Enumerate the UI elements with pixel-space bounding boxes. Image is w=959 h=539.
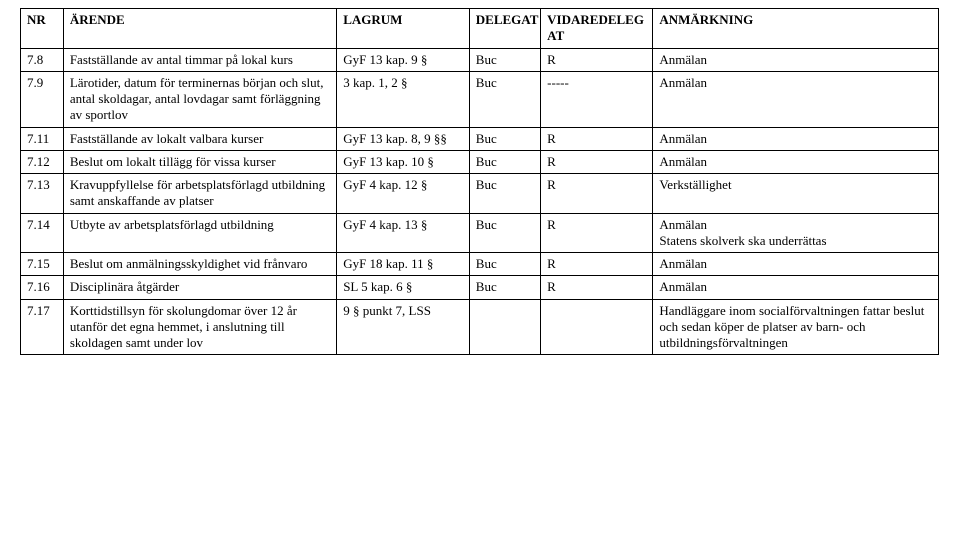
- cell-anm: Anmälan: [653, 48, 939, 71]
- cell-anm: Anmälan: [653, 127, 939, 150]
- delegation-table: NR ÄRENDE LAGRUM DELEGAT VIDAREDELEG AT …: [20, 8, 939, 355]
- cell-nr: 7.13: [21, 174, 64, 214]
- cell-vidare: R: [541, 276, 653, 299]
- cell-nr: 7.16: [21, 276, 64, 299]
- cell-anm: Anmälan: [653, 71, 939, 127]
- cell-delegat: Buc: [469, 71, 540, 127]
- col-header-lagrum: LAGRUM: [337, 9, 470, 49]
- cell-delegat: Buc: [469, 48, 540, 71]
- col-header-arende: ÄRENDE: [63, 9, 336, 49]
- cell-vidare: [541, 299, 653, 355]
- cell-delegat: Buc: [469, 213, 540, 253]
- cell-delegat: Buc: [469, 150, 540, 173]
- table-row: 7.14Utbyte av arbetsplatsförlagd utbildn…: [21, 213, 939, 253]
- cell-lagrum: SL 5 kap. 6 §: [337, 276, 470, 299]
- cell-delegat: Buc: [469, 174, 540, 214]
- cell-nr: 7.14: [21, 213, 64, 253]
- cell-lagrum: 9 § punkt 7, LSS: [337, 299, 470, 355]
- cell-arende: Korttidstillsyn för skolungdomar över 12…: [63, 299, 336, 355]
- cell-anm: Anmälan: [653, 276, 939, 299]
- cell-anm: Anmälan: [653, 150, 939, 173]
- table-row: 7.8Fastställande av antal timmar på loka…: [21, 48, 939, 71]
- table-body: 7.8Fastställande av antal timmar på loka…: [21, 48, 939, 355]
- cell-nr: 7.12: [21, 150, 64, 173]
- col-header-delegat: DELEGAT: [469, 9, 540, 49]
- cell-lagrum: GyF 13 kap. 10 §: [337, 150, 470, 173]
- cell-arende: Beslut om lokalt tillägg för vissa kurse…: [63, 150, 336, 173]
- cell-anm: Handläggare inom socialförvaltningen fat…: [653, 299, 939, 355]
- cell-vidare: R: [541, 213, 653, 253]
- cell-delegat: Buc: [469, 276, 540, 299]
- cell-vidare: R: [541, 127, 653, 150]
- table-row: 7.16Disciplinära åtgärderSL 5 kap. 6 §Bu…: [21, 276, 939, 299]
- cell-nr: 7.9: [21, 71, 64, 127]
- table-row: 7.12Beslut om lokalt tillägg för vissa k…: [21, 150, 939, 173]
- table-row: 7.13Kravuppfyllelse för arbetsplatsförla…: [21, 174, 939, 214]
- cell-arende: Disciplinära åtgärder: [63, 276, 336, 299]
- table-row: 7.17Korttidstillsyn för skolungdomar öve…: [21, 299, 939, 355]
- cell-vidare: -----: [541, 71, 653, 127]
- col-header-anm: ANMÄRKNING: [653, 9, 939, 49]
- cell-arende: Lärotider, datum för terminernas början …: [63, 71, 336, 127]
- cell-lagrum: GyF 13 kap. 9 §: [337, 48, 470, 71]
- table-header-row: NR ÄRENDE LAGRUM DELEGAT VIDAREDELEG AT …: [21, 9, 939, 49]
- cell-vidare: R: [541, 150, 653, 173]
- cell-delegat: Buc: [469, 127, 540, 150]
- cell-arende: Utbyte av arbetsplatsförlagd utbildning: [63, 213, 336, 253]
- cell-nr: 7.17: [21, 299, 64, 355]
- cell-nr: 7.11: [21, 127, 64, 150]
- cell-anm: AnmälanStatens skolverk ska underrättas: [653, 213, 939, 253]
- document-page: NR ÄRENDE LAGRUM DELEGAT VIDAREDELEG AT …: [0, 0, 959, 539]
- cell-vidare: R: [541, 174, 653, 214]
- cell-vidare: R: [541, 253, 653, 276]
- table-row: 7.15Beslut om anmälningsskyldighet vid f…: [21, 253, 939, 276]
- cell-anm: Verkställighet: [653, 174, 939, 214]
- table-row: 7.9Lärotider, datum för terminernas börj…: [21, 71, 939, 127]
- cell-lagrum: GyF 13 kap. 8, 9 §§: [337, 127, 470, 150]
- cell-vidare: R: [541, 48, 653, 71]
- cell-lagrum: 3 kap. 1, 2 §: [337, 71, 470, 127]
- cell-arende: Beslut om anmälningsskyldighet vid frånv…: [63, 253, 336, 276]
- cell-lagrum: GyF 4 kap. 13 §: [337, 213, 470, 253]
- cell-lagrum: GyF 4 kap. 12 §: [337, 174, 470, 214]
- cell-nr: 7.15: [21, 253, 64, 276]
- col-header-vidare: VIDAREDELEG AT: [541, 9, 653, 49]
- col-header-nr: NR: [21, 9, 64, 49]
- cell-lagrum: GyF 18 kap. 11 §: [337, 253, 470, 276]
- cell-delegat: Buc: [469, 253, 540, 276]
- cell-arende: Kravuppfyllelse för arbetsplatsförlagd u…: [63, 174, 336, 214]
- cell-anm: Anmälan: [653, 253, 939, 276]
- cell-nr: 7.8: [21, 48, 64, 71]
- cell-arende: Fastställande av antal timmar på lokal k…: [63, 48, 336, 71]
- cell-delegat: [469, 299, 540, 355]
- cell-arende: Fastställande av lokalt valbara kurser: [63, 127, 336, 150]
- table-row: 7.11Fastställande av lokalt valbara kurs…: [21, 127, 939, 150]
